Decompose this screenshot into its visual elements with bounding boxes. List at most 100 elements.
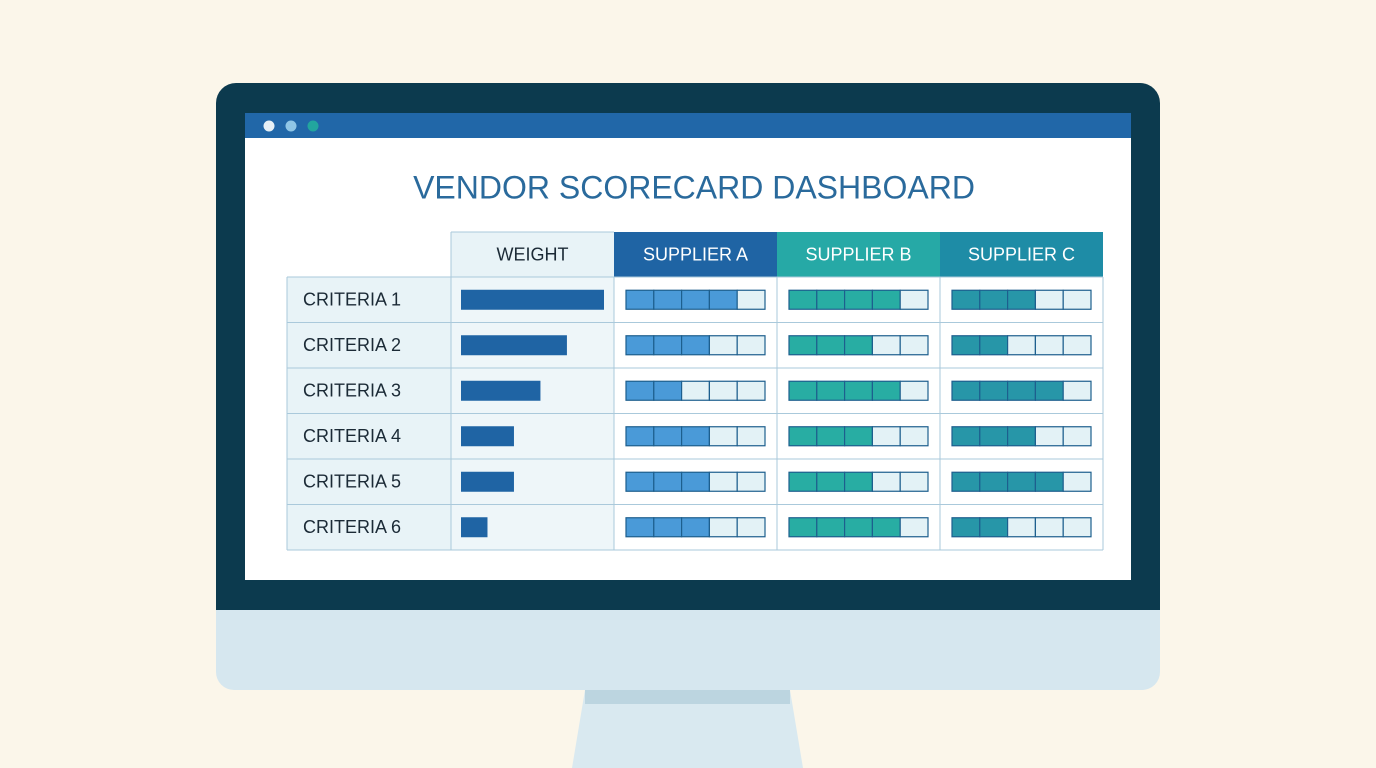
window-dot <box>307 120 319 132</box>
score-cell <box>736 517 766 538</box>
score-cell <box>979 380 1009 401</box>
score-cell <box>1034 289 1064 310</box>
score-cell <box>1006 426 1036 447</box>
score-cell <box>899 289 929 310</box>
score-cell <box>653 471 683 492</box>
score-cell <box>625 471 655 492</box>
row-label: CRITERIA 1 <box>303 290 401 310</box>
score-cell <box>788 471 818 492</box>
score-cell <box>1034 380 1064 401</box>
score-cell <box>1062 335 1092 356</box>
score-cell <box>1034 335 1064 356</box>
score-cell <box>899 335 929 356</box>
header-cell <box>451 232 614 277</box>
score-cell <box>951 335 981 356</box>
score-cell <box>788 380 818 401</box>
score-cell <box>788 517 818 538</box>
score-cell <box>680 471 710 492</box>
score-cell <box>843 426 873 447</box>
row-label: CRITERIA 6 <box>303 517 401 537</box>
score-cell <box>843 289 873 310</box>
column-header: SUPPLIER C <box>968 244 1075 264</box>
score-cell <box>736 471 766 492</box>
column-header: SUPPLIER B <box>805 244 911 264</box>
score-cell <box>843 471 873 492</box>
score-cell <box>653 380 683 401</box>
score-cell <box>1006 380 1036 401</box>
score-cell <box>653 335 683 356</box>
weight-bar <box>461 335 567 356</box>
score-cell <box>653 426 683 447</box>
score-cell <box>708 426 738 447</box>
score-cell <box>979 289 1009 310</box>
score-bar <box>788 517 929 538</box>
column-header: SUPPLIER A <box>643 244 748 264</box>
score-cell <box>680 517 710 538</box>
score-cell <box>816 426 846 447</box>
score-bar <box>951 335 1092 356</box>
column-header: WEIGHT <box>497 244 569 264</box>
score-cell <box>736 380 766 401</box>
score-bar <box>951 517 1092 538</box>
scorecard-table: WEIGHT SUPPLIER A SUPPLIER B SUPPLIER C CRIT… <box>286 231 1104 551</box>
weight-bar <box>461 426 514 447</box>
window-dot <box>263 120 275 132</box>
header-cell <box>777 232 940 277</box>
score-cell <box>951 380 981 401</box>
score-bar <box>625 289 766 310</box>
score-bar <box>625 335 766 356</box>
score-cell <box>788 289 818 310</box>
score-bar <box>951 289 1092 310</box>
score-cell <box>625 380 655 401</box>
weight-bar <box>461 517 488 538</box>
score-cell <box>788 426 818 447</box>
score-cell <box>1034 517 1064 538</box>
score-cell <box>653 517 683 538</box>
score-cell <box>708 380 738 401</box>
score-cell <box>1006 289 1036 310</box>
score-cell <box>736 335 766 356</box>
score-cell <box>871 426 901 447</box>
score-cell <box>680 426 710 447</box>
row-label: CRITERIA 2 <box>303 335 401 355</box>
score-cell <box>736 289 766 310</box>
score-cell <box>871 335 901 356</box>
score-cell <box>843 380 873 401</box>
score-cell <box>843 335 873 356</box>
score-cell <box>899 380 929 401</box>
score-cell <box>1062 471 1092 492</box>
score-cell <box>625 517 655 538</box>
score-cell <box>816 335 846 356</box>
weight-bar <box>461 380 541 401</box>
header-cell <box>614 232 777 277</box>
stand-shadow <box>585 690 790 704</box>
score-bar <box>788 380 929 401</box>
score-cell <box>1034 426 1064 447</box>
score-cell <box>899 517 929 538</box>
score-bar <box>788 289 929 310</box>
row-label: CRITERIA 4 <box>303 426 401 446</box>
score-cell <box>979 335 1009 356</box>
window-titlebar <box>245 113 1131 138</box>
score-cell <box>843 517 873 538</box>
score-cell <box>625 426 655 447</box>
weight-bar <box>461 289 604 310</box>
dashboard-title: VENDOR SCORECARD DASHBOARD <box>413 169 975 205</box>
score-bar <box>788 335 929 356</box>
score-cell <box>680 289 710 310</box>
row-label: CRITERIA 5 <box>303 472 401 492</box>
score-cell <box>708 335 738 356</box>
window-dot <box>285 120 297 132</box>
score-cell <box>708 471 738 492</box>
score-cell <box>625 335 655 356</box>
score-cell <box>1062 426 1092 447</box>
score-bar <box>625 471 766 492</box>
score-cell <box>899 426 929 447</box>
score-cell <box>788 335 818 356</box>
score-cell <box>708 517 738 538</box>
score-bar <box>951 380 1092 401</box>
score-bar <box>951 471 1092 492</box>
score-cell <box>680 380 710 401</box>
score-bar <box>788 471 929 492</box>
